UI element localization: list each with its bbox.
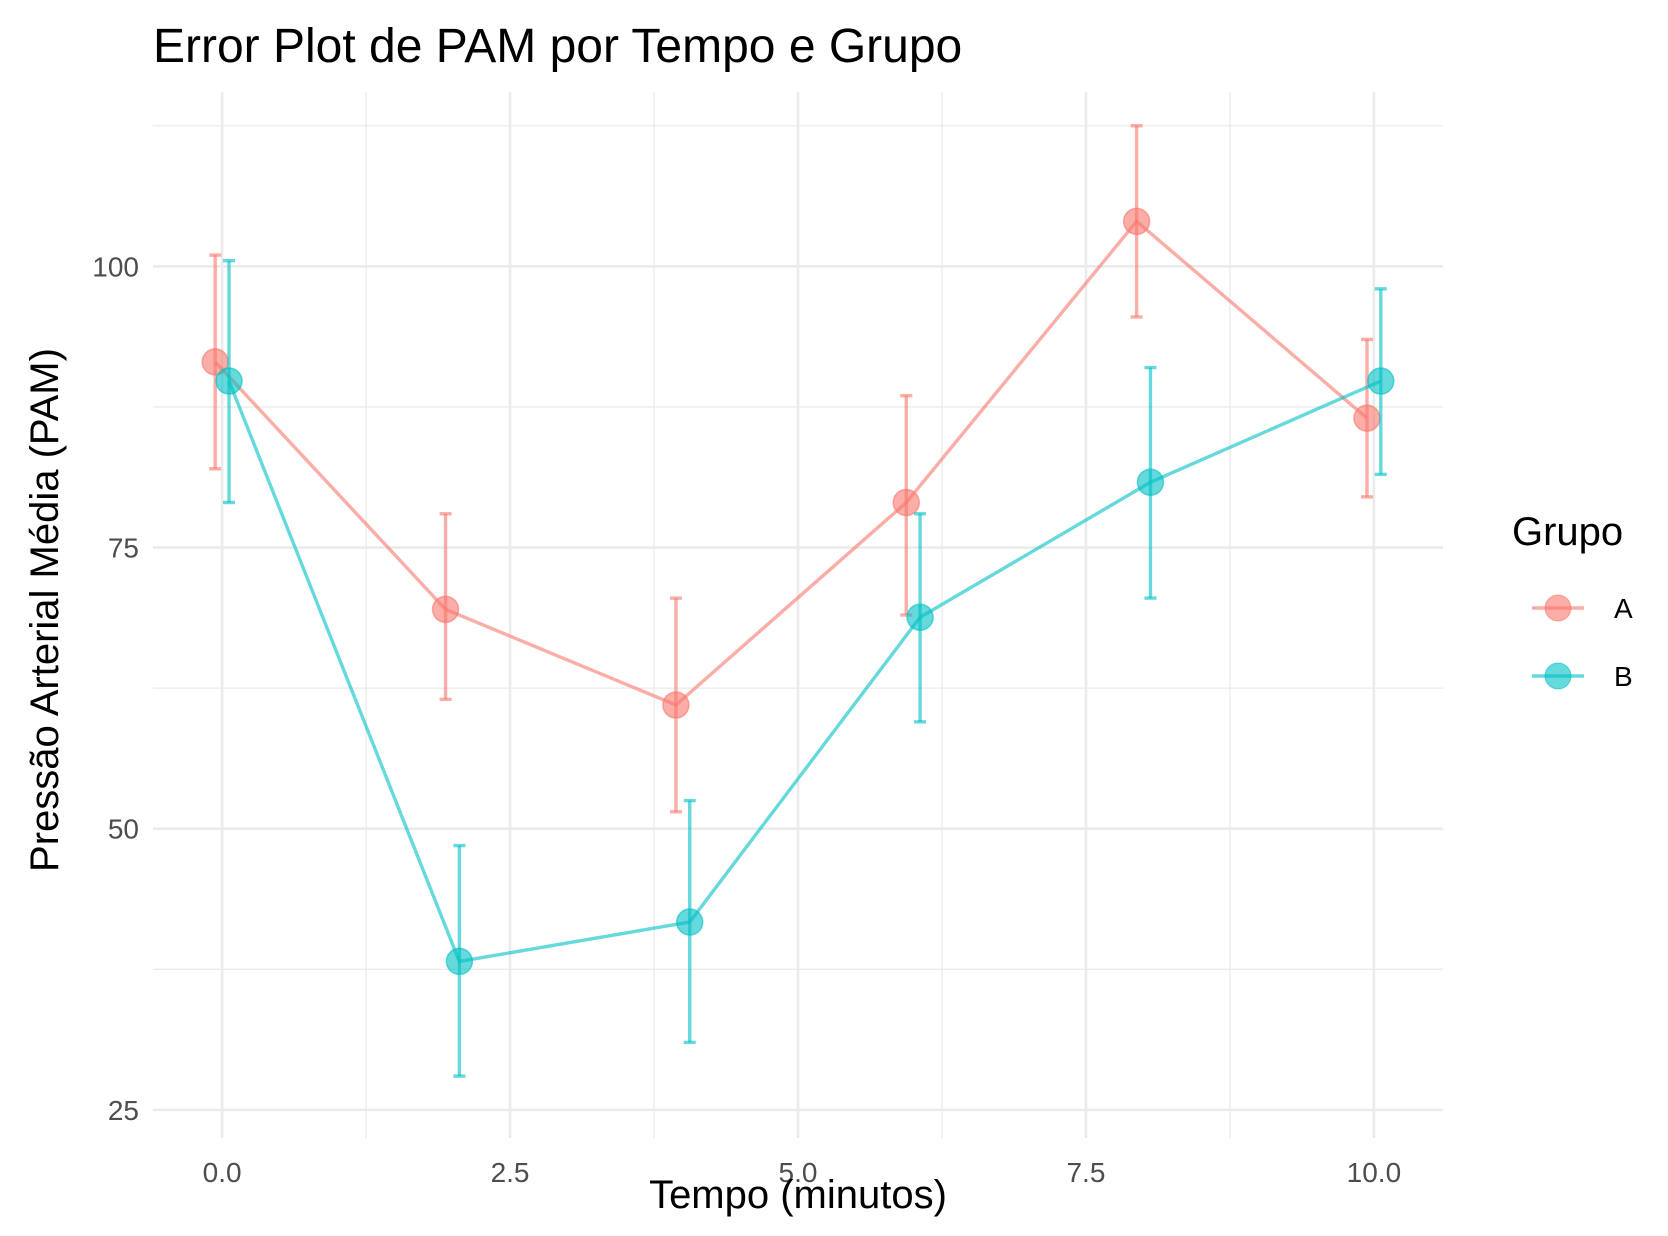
- chart-title: Error Plot de PAM por Tempo e Grupo: [153, 20, 962, 73]
- x-axis-ticks: 0.0 2.5 5.0 7.5 10.0: [203, 1157, 1402, 1188]
- data-point: [1136, 468, 1165, 497]
- legend-key-point: [1544, 594, 1572, 622]
- data-point: [1353, 404, 1381, 432]
- grid: [153, 92, 1443, 1138]
- data-point: [662, 691, 690, 719]
- y-axis-title: Pressão Arterial Média (PAM): [23, 348, 67, 872]
- series-line: [227, 379, 1382, 964]
- legend-key-point: [1544, 662, 1572, 690]
- data-point: [675, 908, 704, 936]
- y-axis-ticks: 25 50 75 100: [92, 251, 139, 1126]
- y-tick-label: 50: [108, 814, 139, 845]
- x-tick-label: 2.5: [491, 1157, 530, 1188]
- y-tick-label: 100: [92, 251, 139, 282]
- legend-label: B: [1614, 661, 1633, 692]
- data-point: [1367, 367, 1395, 395]
- x-tick-label: 0.0: [203, 1157, 242, 1188]
- y-tick-label: 75: [108, 533, 139, 564]
- legend-label: A: [1614, 593, 1633, 624]
- data-point: [215, 367, 243, 395]
- legend-item-A: A: [1532, 593, 1633, 624]
- legend-title: Grupo: [1512, 510, 1623, 554]
- data-point: [1122, 207, 1151, 236]
- legend-item-B: B: [1532, 661, 1633, 692]
- y-tick-label: 25: [108, 1095, 139, 1126]
- data-point: [906, 603, 934, 631]
- x-tick-label: 10.0: [1347, 1157, 1402, 1188]
- data-point: [445, 947, 474, 976]
- series-B: [215, 259, 1395, 1078]
- x-axis-title: Tempo (minutos): [649, 1173, 947, 1217]
- legend: Grupo A B: [1512, 510, 1633, 692]
- series-line: [213, 218, 1369, 707]
- series-layer: [201, 124, 1395, 1078]
- data-point: [892, 488, 921, 517]
- series-A: [201, 124, 1381, 814]
- x-tick-label: 7.5: [1066, 1157, 1105, 1188]
- data-point: [431, 595, 460, 624]
- x-tick-label: 5.0: [779, 1157, 818, 1188]
